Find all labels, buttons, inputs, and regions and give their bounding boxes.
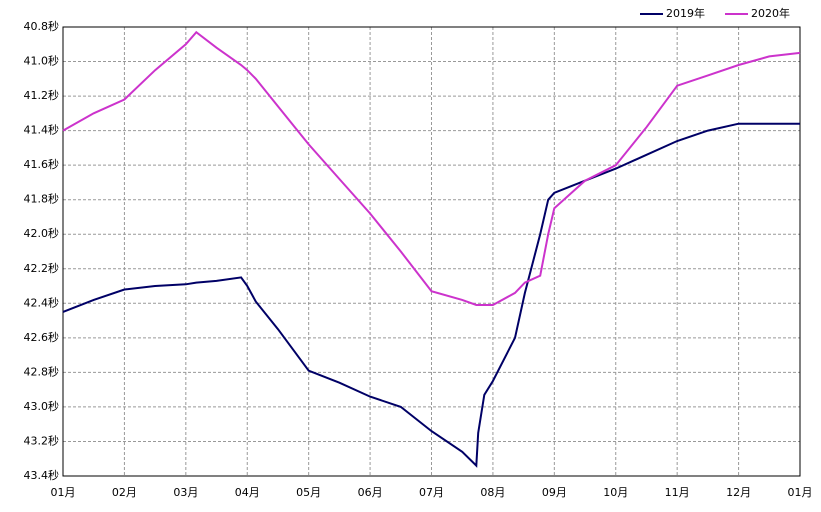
y-tick-label: 41.2秒 — [24, 88, 60, 102]
x-tick-label: 10月 — [603, 486, 628, 499]
x-tick-label: 04月 — [235, 486, 260, 499]
y-tick-label: 41.4秒 — [24, 123, 60, 137]
series-line — [62, 30, 801, 306]
x-tick-label: 11月 — [665, 486, 690, 499]
y-tick-label: 43.0秒 — [24, 399, 60, 413]
y-tick-label: 43.4秒 — [24, 468, 60, 482]
x-tick-label: 01月 — [788, 486, 813, 499]
plot-border — [62, 26, 801, 477]
y-tick-label: 42.6秒 — [24, 330, 60, 344]
y-tick-label: 42.0秒 — [24, 226, 60, 240]
y-tick-label: 43.2秒 — [24, 433, 60, 447]
y-tick-label: 41.6秒 — [24, 157, 60, 171]
x-tick-label: 08月 — [480, 486, 505, 499]
y-tick-label: 40.8秒 — [24, 19, 60, 33]
legend-label: 2020年 — [751, 6, 790, 20]
plot-area — [62, 26, 801, 477]
x-tick-label: 09月 — [542, 486, 567, 499]
legend-label: 2019年 — [666, 6, 705, 20]
x-tick-label: 12月 — [726, 486, 751, 499]
y-tick-label: 41.8秒 — [24, 192, 60, 206]
y-tick-label: 42.4秒 — [24, 295, 60, 309]
x-tick-label: 01月 — [51, 486, 76, 499]
x-tick-label: 06月 — [358, 486, 383, 499]
x-tick-label: 05月 — [296, 486, 321, 499]
y-tick-label: 42.2秒 — [24, 261, 60, 275]
x-tick-label: 07月 — [419, 486, 444, 499]
y-tick-label: 41.0秒 — [24, 54, 60, 68]
y-tick-label: 42.8秒 — [24, 364, 60, 378]
x-tick-label: 03月 — [173, 486, 198, 499]
x-tick-label: 02月 — [112, 486, 137, 499]
series-line — [62, 122, 800, 468]
